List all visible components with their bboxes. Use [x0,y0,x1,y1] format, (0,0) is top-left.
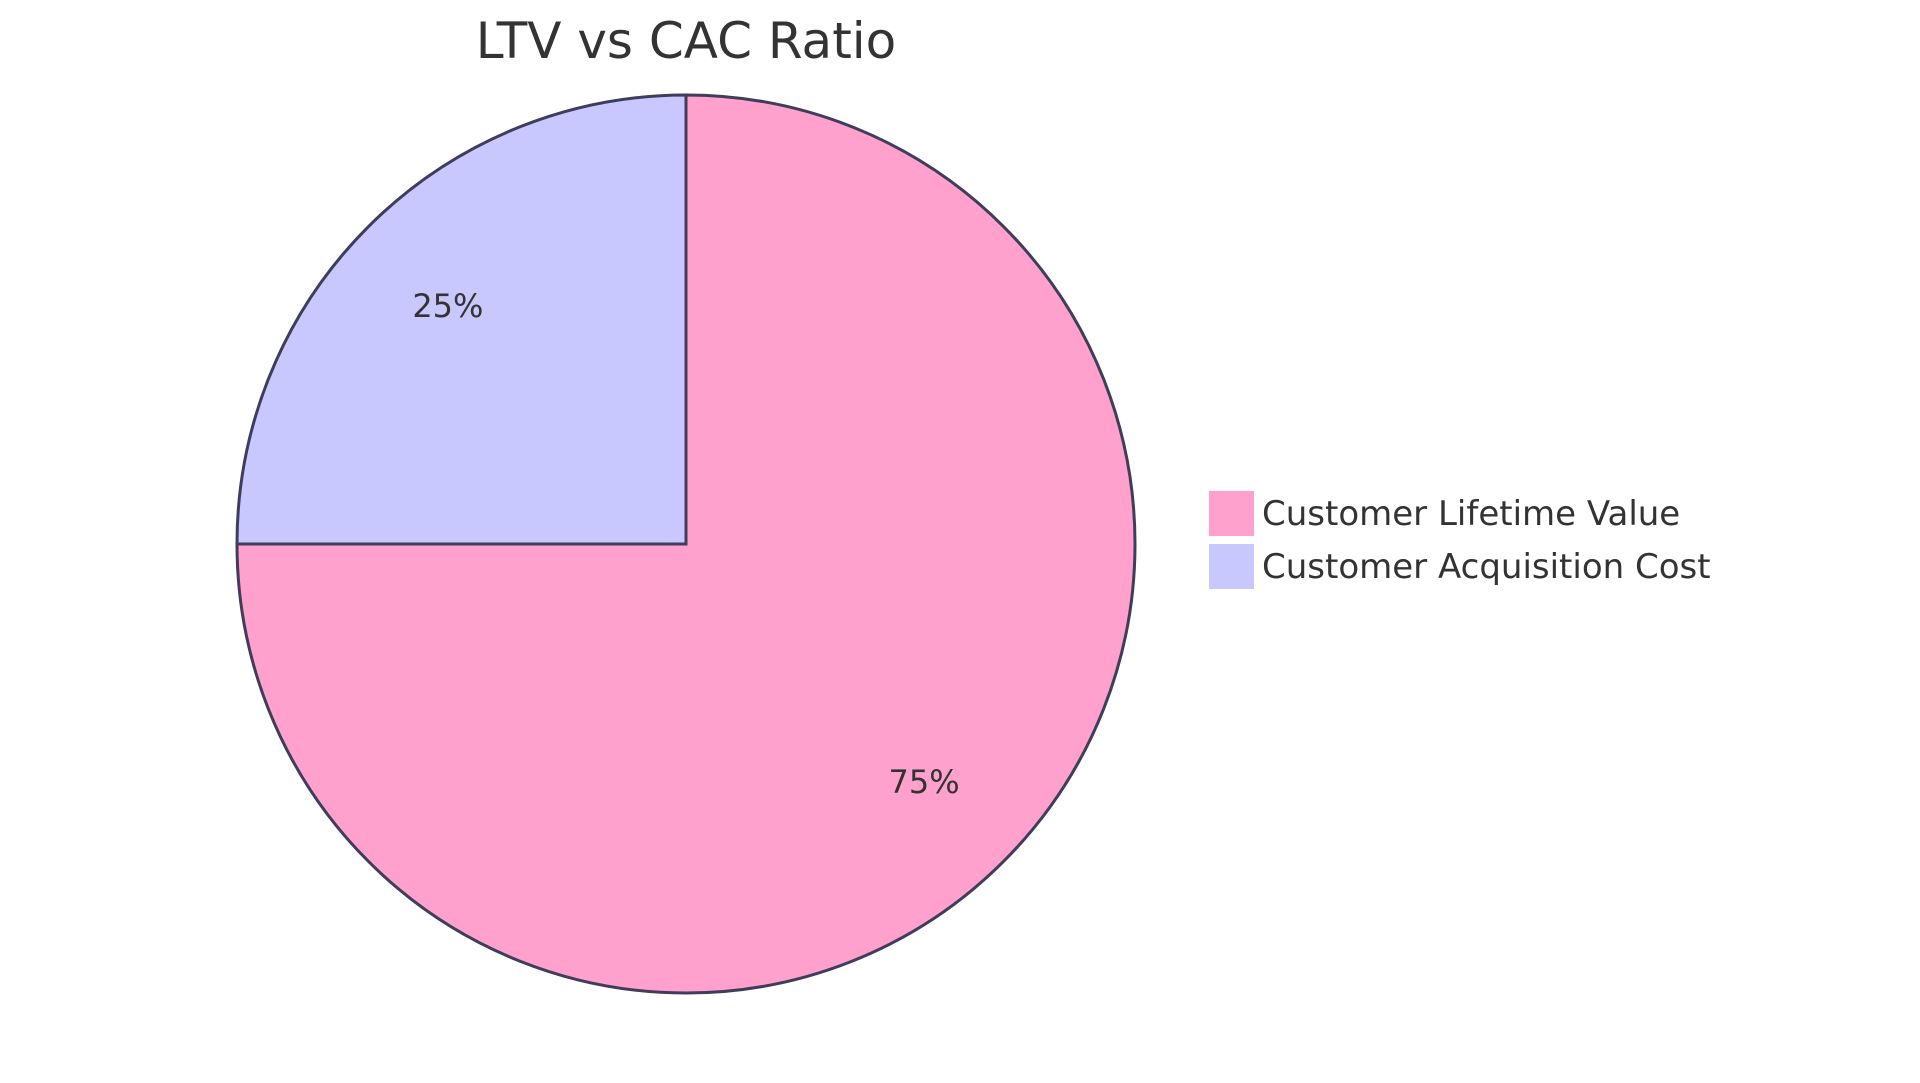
legend-swatch-0 [1209,491,1254,536]
slice-labels: 75% 25% [412,287,959,801]
legend-label-1: Customer Acquisition Cost [1262,547,1711,587]
pie-slice-1 [235,93,688,546]
pie-slices [235,93,1137,995]
slice-label-1: 25% [412,287,483,325]
chart-title: LTV vs CAC Ratio [476,12,897,70]
legend-swatch-1 [1209,544,1254,589]
legend: Customer Lifetime Value Customer Acquisit… [1209,491,1711,589]
slice-label-0: 75% [889,763,960,801]
legend-label-0: Customer Lifetime Value [1262,494,1680,534]
